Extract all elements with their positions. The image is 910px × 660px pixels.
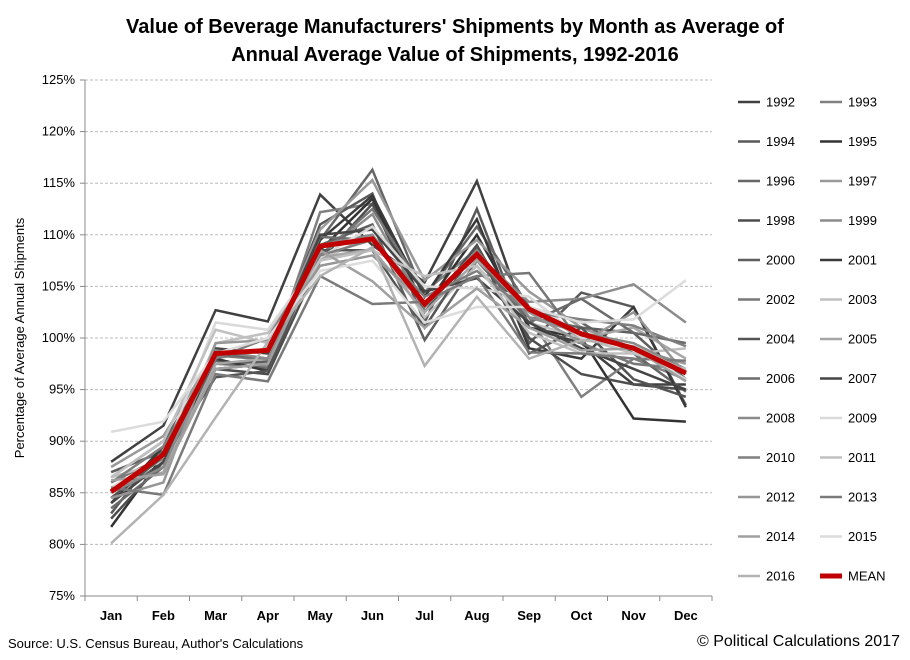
legend-label: 2008 bbox=[766, 411, 795, 426]
x-tick-label: Jul bbox=[415, 608, 434, 623]
y-tick-label: 115% bbox=[43, 175, 76, 190]
legend-label: 1998 bbox=[766, 213, 795, 228]
legend-label: 2002 bbox=[766, 292, 795, 307]
chart-title-line-1: Value of Beverage Manufacturers' Shipmen… bbox=[126, 16, 784, 38]
legend-label: 2006 bbox=[766, 371, 795, 386]
legend-label: 1993 bbox=[848, 95, 877, 110]
legend-label: 2004 bbox=[766, 332, 795, 347]
x-tick-label: Nov bbox=[621, 608, 646, 623]
legend-label: 2013 bbox=[848, 490, 877, 505]
legend-label: 1999 bbox=[848, 213, 877, 228]
x-tick-label: Mar bbox=[204, 608, 227, 623]
legend-label: 1994 bbox=[766, 134, 795, 149]
source-note: Source: U.S. Census Bureau, Author's Cal… bbox=[8, 636, 304, 651]
legend-label: 2001 bbox=[848, 253, 877, 268]
y-axis-label: Percentage of Average Annual Shipments bbox=[12, 217, 27, 458]
x-tick-label: Oct bbox=[571, 608, 593, 623]
series-line-1997 bbox=[110, 178, 687, 469]
legend-label: 2016 bbox=[766, 569, 795, 584]
legend-label: 2014 bbox=[766, 529, 795, 544]
y-tick-label: 75% bbox=[49, 588, 75, 603]
x-tick-label: Jun bbox=[361, 608, 384, 623]
legend-label: 2007 bbox=[848, 371, 877, 386]
x-tick-label: Dec bbox=[674, 608, 698, 623]
legend-label: 2011 bbox=[848, 450, 876, 465]
x-tick-label: Sep bbox=[517, 608, 541, 623]
y-tick-label: 95% bbox=[49, 382, 75, 397]
series-line-1996 bbox=[110, 167, 687, 479]
y-tick-label: 105% bbox=[42, 278, 76, 293]
y-tick-label: 90% bbox=[49, 433, 75, 448]
x-tick-label: Jan bbox=[100, 608, 122, 623]
series-line-2015 bbox=[110, 259, 687, 434]
y-tick-label: 100% bbox=[42, 330, 76, 345]
series-line-2016 bbox=[110, 245, 687, 545]
series-line-2009 bbox=[110, 224, 687, 489]
x-tick-label: May bbox=[307, 608, 333, 623]
y-tick-label: 85% bbox=[49, 485, 75, 500]
copyright-note: © Political Calculations 2017 bbox=[696, 633, 900, 650]
chart-title-line-2: Annual Average Value of Shipments, 1992-… bbox=[231, 44, 679, 66]
y-tick-label: 125% bbox=[42, 72, 76, 87]
x-tick-label: Aug bbox=[464, 608, 489, 623]
legend-label: 2015 bbox=[848, 529, 877, 544]
y-tick-label: 80% bbox=[49, 536, 75, 551]
legend-label: 1996 bbox=[766, 174, 795, 189]
x-tick-label: Feb bbox=[152, 608, 175, 623]
legend-label: 2000 bbox=[766, 253, 795, 268]
legend-label: 1992 bbox=[766, 95, 795, 110]
x-tick-label: Apr bbox=[257, 608, 279, 623]
legend-label: MEAN bbox=[848, 569, 886, 584]
legend-label: 2009 bbox=[848, 411, 877, 426]
legend-label: 2003 bbox=[848, 292, 877, 307]
y-tick-label: 110% bbox=[43, 227, 76, 242]
legend-label: 1997 bbox=[848, 174, 877, 189]
legend-label: 2005 bbox=[848, 332, 877, 347]
series-line-mean bbox=[109, 236, 687, 494]
legend-label: 1995 bbox=[848, 134, 877, 149]
y-tick-label: 120% bbox=[42, 124, 76, 139]
legend-label: 2010 bbox=[766, 450, 795, 465]
legend-label: 2012 bbox=[766, 490, 795, 505]
